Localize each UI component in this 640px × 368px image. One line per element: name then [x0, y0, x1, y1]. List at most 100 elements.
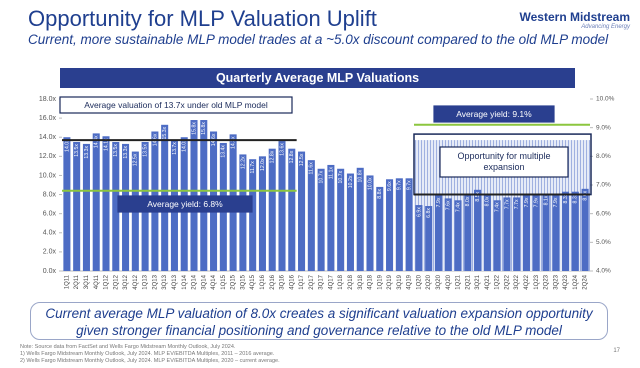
value-label: 11.1x	[328, 167, 334, 180]
value-label: 14.0x	[182, 139, 188, 152]
value-label: 10.8x	[358, 169, 364, 182]
value-label: 8.0x	[465, 196, 471, 206]
value-label: 7.4x	[455, 202, 461, 212]
value-label: 6.8x	[426, 208, 432, 218]
bar	[503, 197, 511, 271]
x-tick-label: 1Q21	[456, 274, 462, 289]
bar	[522, 195, 530, 271]
value-label: 13.5x	[74, 144, 80, 157]
bar	[288, 148, 296, 271]
y2-tick-label: 4.0%	[596, 268, 611, 275]
value-label: 7.6x	[446, 200, 452, 210]
yield-annotation: Average yield: 9.1%	[456, 109, 532, 119]
footnote: Note: Source data from FactSet and Wells…	[20, 344, 236, 350]
x-tick-label: 3Q19	[397, 274, 403, 289]
x-tick-label: 2Q12	[113, 274, 119, 289]
x-tick-label: 2Q20	[426, 274, 432, 289]
x-tick-label: 4Q21	[485, 274, 491, 289]
y2-tick-label: 5.0%	[596, 239, 611, 246]
bar	[298, 151, 306, 271]
subtitle: Current, more sustainable MLP model trad…	[28, 32, 609, 47]
x-tick-label: 1Q24	[573, 274, 579, 289]
x-tick-label: 2Q13	[152, 274, 158, 289]
y-tick-label: 0.0x	[43, 268, 57, 275]
value-label: 13.5x	[113, 144, 119, 157]
x-tick-label: 4Q16	[289, 274, 295, 289]
yield-annotation-box	[433, 105, 555, 123]
x-tick-label: 1Q22	[495, 274, 501, 289]
y2-tick-label: 10.0%	[596, 96, 615, 103]
value-label: 10.7x	[338, 170, 344, 183]
value-label: 7.9x	[553, 197, 559, 207]
bar	[513, 197, 521, 271]
bar	[82, 143, 90, 271]
x-tick-label: 3Q15	[240, 274, 246, 289]
x-tick-label: 1Q11	[64, 274, 70, 289]
value-label: 13.3x	[123, 146, 129, 159]
x-tick-label: 3Q14	[201, 274, 207, 289]
y2-tick-label: 9.0%	[596, 124, 611, 131]
x-tick-label: 3Q17	[319, 274, 325, 289]
bar	[112, 142, 120, 271]
yield-annotation-box	[117, 195, 253, 213]
x-tick-label: 3Q22	[514, 274, 520, 289]
bar	[415, 205, 423, 271]
value-label: 13.6x	[279, 143, 285, 156]
bar	[346, 173, 354, 271]
bar	[73, 142, 81, 271]
value-label: 9.7x	[406, 180, 412, 190]
value-label: 8.0x	[485, 196, 491, 206]
bar	[571, 191, 579, 271]
x-tick-label: 1Q19	[377, 274, 383, 289]
value-label: 12.8x	[289, 150, 295, 163]
bar	[278, 141, 286, 271]
bar	[327, 164, 335, 271]
value-label: 10.2x	[348, 175, 354, 188]
x-tick-label: 2Q15	[231, 274, 237, 289]
bar	[542, 193, 550, 271]
x-tick-label: 1Q16	[260, 274, 266, 289]
x-tick-label: 4Q23	[563, 274, 569, 289]
y-tick-label: 12.0x	[39, 153, 57, 160]
bar	[395, 178, 403, 271]
bar	[366, 175, 374, 271]
bar	[454, 200, 462, 271]
x-tick-label: 1Q20	[416, 274, 422, 289]
x-tick-label: 3Q18	[358, 274, 364, 289]
logo-name: Western Midstream	[519, 10, 630, 24]
y2-tick-label: 8.0%	[596, 153, 611, 160]
x-tick-label: 1Q18	[338, 274, 344, 289]
value-label: 7.9x	[524, 197, 530, 207]
x-tick-label: 2Q17	[309, 274, 315, 289]
x-tick-label: 1Q15	[221, 274, 227, 289]
value-label: 9.7x	[397, 180, 403, 190]
value-label: 7.4x	[494, 202, 500, 212]
value-label: 13.4x	[221, 145, 227, 158]
valuation-annotation: Average valuation of 13.7x under old MLP…	[84, 100, 268, 110]
logo: Western Midstream Advancing Energy	[520, 10, 630, 30]
value-label: 7.9x	[534, 197, 540, 207]
value-label: 10.7x	[318, 170, 324, 183]
x-tick-label: 3Q12	[123, 274, 129, 289]
x-tick-label: 3Q11	[84, 274, 90, 289]
value-label: 14.4x	[94, 135, 100, 148]
value-label: 6.9x	[416, 207, 422, 217]
page-number: 17	[613, 348, 620, 354]
value-label: 12.2x	[240, 156, 246, 169]
y-tick-label: 8.0x	[43, 191, 57, 198]
bar	[376, 186, 384, 271]
bar	[562, 191, 570, 271]
value-label: 7.9x	[436, 197, 442, 207]
x-tick-label: 4Q14	[211, 274, 217, 289]
bar	[356, 167, 364, 271]
bar	[425, 206, 433, 271]
y-tick-label: 16.0x	[39, 115, 57, 122]
x-tick-label: 4Q18	[368, 274, 374, 289]
value-label: 12.8x	[270, 150, 276, 163]
bar	[307, 160, 315, 271]
value-label: 11.6x	[309, 162, 315, 175]
x-tick-label: 4Q13	[172, 274, 178, 289]
x-tick-label: 1Q14	[182, 274, 188, 289]
opportunity-annotation: Opportunity for multiple expansion	[457, 151, 551, 172]
